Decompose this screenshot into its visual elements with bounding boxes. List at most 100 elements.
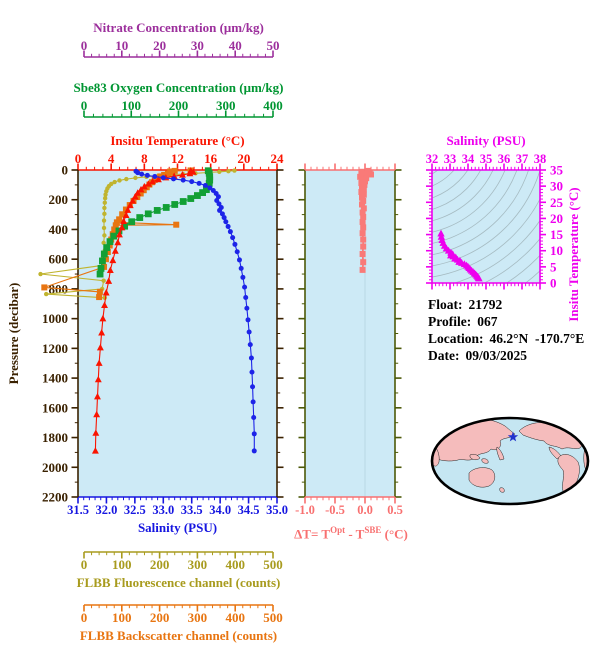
data-marker bbox=[100, 250, 108, 258]
data-marker bbox=[124, 206, 132, 213]
tick-label: 0 bbox=[75, 151, 82, 166]
data-marker bbox=[162, 204, 170, 211]
data-marker bbox=[122, 206, 129, 213]
data-marker bbox=[120, 217, 128, 224]
data-marker bbox=[247, 342, 253, 348]
tick-label: 12 bbox=[171, 151, 184, 166]
tick-label: 300 bbox=[188, 557, 208, 572]
tick-label: 1800 bbox=[42, 430, 68, 445]
tick-label: 300 bbox=[188, 610, 208, 625]
data-marker bbox=[109, 256, 117, 264]
left-spine bbox=[298, 169, 306, 498]
data-marker bbox=[243, 295, 249, 301]
data-marker bbox=[102, 196, 108, 201]
data-marker bbox=[199, 189, 206, 196]
data-marker bbox=[236, 257, 242, 263]
plot-background bbox=[305, 170, 395, 497]
tick-label: 100 bbox=[122, 98, 142, 113]
data-marker bbox=[360, 259, 367, 266]
tick-label: 20 bbox=[237, 151, 250, 166]
temperature-axis: 0 4 8 12 16 20 24 Insitu Temperature (°C) bbox=[75, 133, 284, 171]
data-marker bbox=[226, 168, 231, 174]
tick-label: 400 bbox=[263, 98, 283, 113]
data-marker bbox=[245, 317, 251, 323]
data-marker bbox=[250, 384, 256, 390]
data-marker bbox=[187, 195, 195, 202]
data-marker bbox=[437, 229, 445, 237]
tick-label: 10 bbox=[550, 243, 563, 258]
data-marker bbox=[360, 205, 367, 212]
data-marker bbox=[230, 235, 236, 241]
data-marker bbox=[103, 244, 111, 251]
data-marker bbox=[359, 266, 366, 273]
data-marker bbox=[114, 238, 122, 246]
location-label: Location: bbox=[428, 331, 484, 346]
plot-background bbox=[432, 170, 540, 283]
date-label: Date: bbox=[428, 348, 460, 363]
tick-label: 0 bbox=[81, 557, 88, 572]
data-marker bbox=[103, 192, 108, 197]
data-marker bbox=[232, 168, 237, 173]
data-marker bbox=[360, 213, 367, 220]
data-marker bbox=[248, 355, 254, 361]
data-marker bbox=[140, 187, 147, 194]
data-marker bbox=[168, 169, 175, 176]
tick-label: 16 bbox=[204, 151, 218, 166]
temperature-axis-title: Insitu Temperature (°C) bbox=[110, 133, 244, 148]
data-marker bbox=[171, 167, 178, 174]
tick-label: 35.0 bbox=[266, 503, 288, 517]
salinity-axis-title: Salinity (PSU) bbox=[138, 520, 217, 535]
data-marker bbox=[106, 238, 114, 246]
data-marker bbox=[437, 232, 446, 240]
tick-label: 25 bbox=[550, 195, 564, 210]
data-marker bbox=[41, 284, 48, 291]
data-marker bbox=[194, 192, 201, 199]
land-shape bbox=[499, 487, 505, 493]
tick-label: 0.5 bbox=[387, 503, 403, 517]
data-marker bbox=[363, 175, 370, 182]
data-marker bbox=[359, 230, 366, 237]
location-value: 46.2°N -170.7°E bbox=[489, 331, 585, 346]
data-marker bbox=[250, 399, 256, 405]
data-marker bbox=[102, 205, 107, 211]
tick-label: 1400 bbox=[42, 371, 68, 386]
data-marker bbox=[140, 182, 148, 190]
data-marker bbox=[96, 270, 104, 278]
data-marker bbox=[251, 414, 257, 420]
tick-label: 400 bbox=[225, 610, 245, 625]
oxygen-axis-title: Sbe83 Oxygen Concentration (μm/kg) bbox=[74, 80, 284, 95]
backscatter-axis-title: FLBB Backscatter channel (counts) bbox=[80, 628, 277, 643]
data-marker bbox=[362, 178, 368, 185]
ts-top-axis: 32 33 34 35 36 37 38 Salinity (PSU) bbox=[426, 133, 546, 171]
data-marker bbox=[238, 265, 244, 271]
tick-label: -0.5 bbox=[325, 503, 345, 517]
tick-label: 0 bbox=[550, 276, 557, 291]
salinity-axis: 31.5 32.0 32.5 33.0 33.5 34.0 34.5 35.0 Salinity… bbox=[67, 496, 288, 535]
data-marker bbox=[189, 179, 195, 185]
tick-label: 100 bbox=[112, 557, 132, 572]
data-marker bbox=[186, 169, 194, 177]
data-marker bbox=[118, 223, 126, 231]
data-marker bbox=[126, 201, 134, 209]
ts-temperature-axis-title: Insitu Temperature (°C) bbox=[566, 187, 581, 321]
land-shape bbox=[468, 467, 496, 488]
right-spine bbox=[394, 169, 402, 498]
data-marker bbox=[144, 172, 150, 178]
data-marker bbox=[359, 194, 365, 201]
tick-label: 33.0 bbox=[152, 503, 174, 517]
location-info-row: Location: 46.2°N -170.7°E bbox=[428, 330, 584, 347]
data-marker bbox=[38, 271, 43, 277]
land-shape bbox=[565, 420, 582, 428]
data-marker bbox=[149, 177, 157, 185]
data-marker bbox=[102, 289, 110, 296]
tick-label: 600 bbox=[49, 252, 69, 267]
data-marker bbox=[117, 178, 122, 183]
data-marker bbox=[44, 291, 49, 297]
data-marker bbox=[104, 249, 111, 256]
tick-label: 31.5 bbox=[67, 503, 89, 517]
tick-label: 0 bbox=[81, 610, 88, 625]
data-marker bbox=[180, 177, 186, 183]
temperature-series bbox=[91, 166, 197, 454]
